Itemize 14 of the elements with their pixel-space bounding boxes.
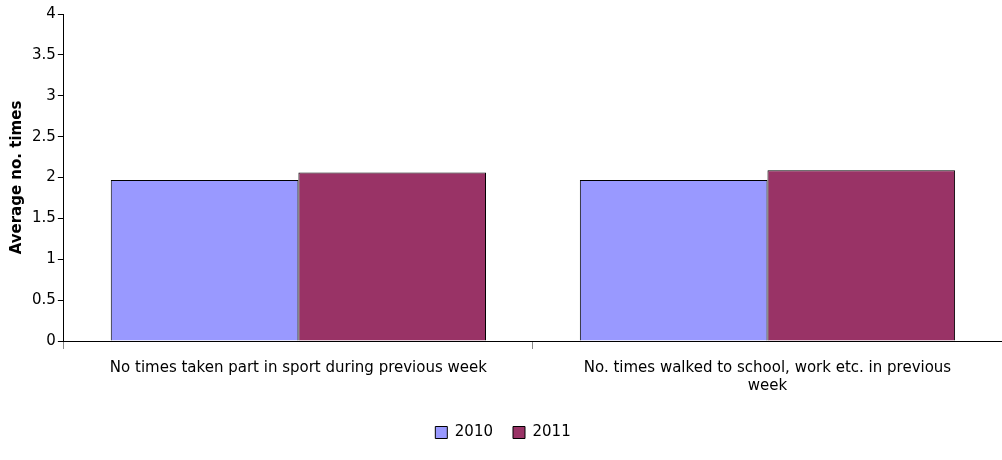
y-tick-label: 3.5 (32, 44, 56, 63)
x-tick-label: No. times walked to school, work etc. in previous week (583, 357, 952, 394)
legend-label: 2010 (454, 422, 494, 441)
y-tick-label: 2.5 (32, 126, 56, 145)
y-tick-label: 2 (46, 167, 56, 186)
x-tick-label: No times taken part in sport during previous week (109, 357, 488, 376)
y-tick-label: 4 (46, 3, 56, 22)
y-tick-label: 0.5 (32, 290, 56, 309)
y-tick-label: 3 (46, 85, 56, 104)
y-axis-title: Average no. times (6, 100, 25, 255)
y-tick-label: 1 (46, 249, 56, 268)
y-tick-label: 1.5 (32, 208, 56, 227)
legend-label: 2011 (532, 422, 571, 441)
y-tick-label: 0 (46, 330, 56, 349)
